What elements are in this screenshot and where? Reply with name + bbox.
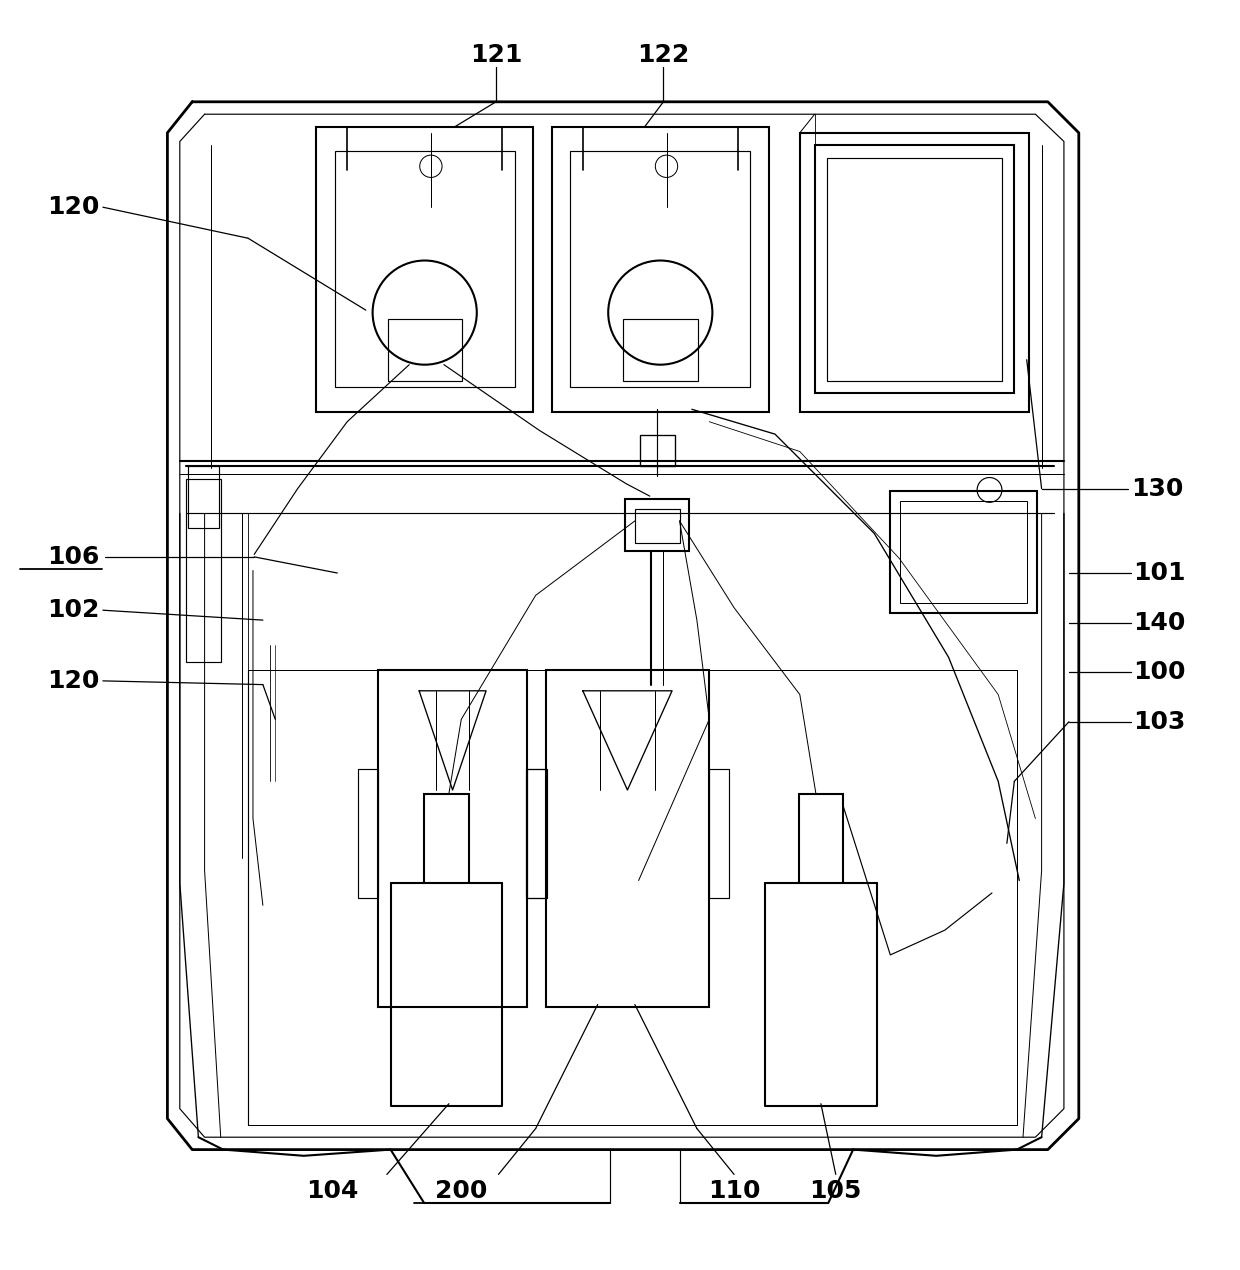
Text: 120: 120 (47, 196, 99, 220)
Bar (709, 768, 729, 898)
Bar (424, 794, 469, 883)
Bar (546, 669, 709, 1007)
Text: 120: 120 (47, 669, 99, 693)
Bar (186, 479, 221, 662)
Bar (625, 499, 689, 551)
Bar (827, 157, 1002, 381)
Text: 130: 130 (1131, 476, 1183, 500)
Bar (526, 768, 546, 898)
Bar (635, 508, 680, 544)
Text: 101: 101 (1133, 561, 1185, 585)
Bar (900, 502, 1027, 603)
Text: 121: 121 (470, 43, 522, 67)
Bar (335, 151, 515, 387)
Bar (570, 151, 750, 387)
Bar (815, 145, 1014, 394)
Bar (378, 669, 527, 1007)
Bar (890, 491, 1037, 612)
Bar (527, 768, 547, 898)
Text: 100: 100 (1133, 660, 1185, 685)
Bar (188, 466, 219, 528)
Text: 105: 105 (810, 1179, 862, 1203)
Text: 122: 122 (637, 43, 689, 67)
Text: 110: 110 (708, 1179, 760, 1203)
Bar (640, 436, 675, 466)
Bar (387, 319, 461, 381)
Text: 140: 140 (1133, 611, 1185, 635)
Text: 103: 103 (1133, 710, 1185, 734)
Text: 104: 104 (306, 1179, 358, 1203)
Text: 200: 200 (435, 1179, 487, 1203)
Text: 106: 106 (47, 545, 99, 569)
Bar (799, 794, 843, 883)
Bar (622, 319, 697, 381)
Bar (316, 127, 533, 411)
Bar (552, 127, 769, 411)
Bar (800, 133, 1029, 411)
Text: 102: 102 (47, 598, 99, 622)
Bar (358, 768, 378, 898)
